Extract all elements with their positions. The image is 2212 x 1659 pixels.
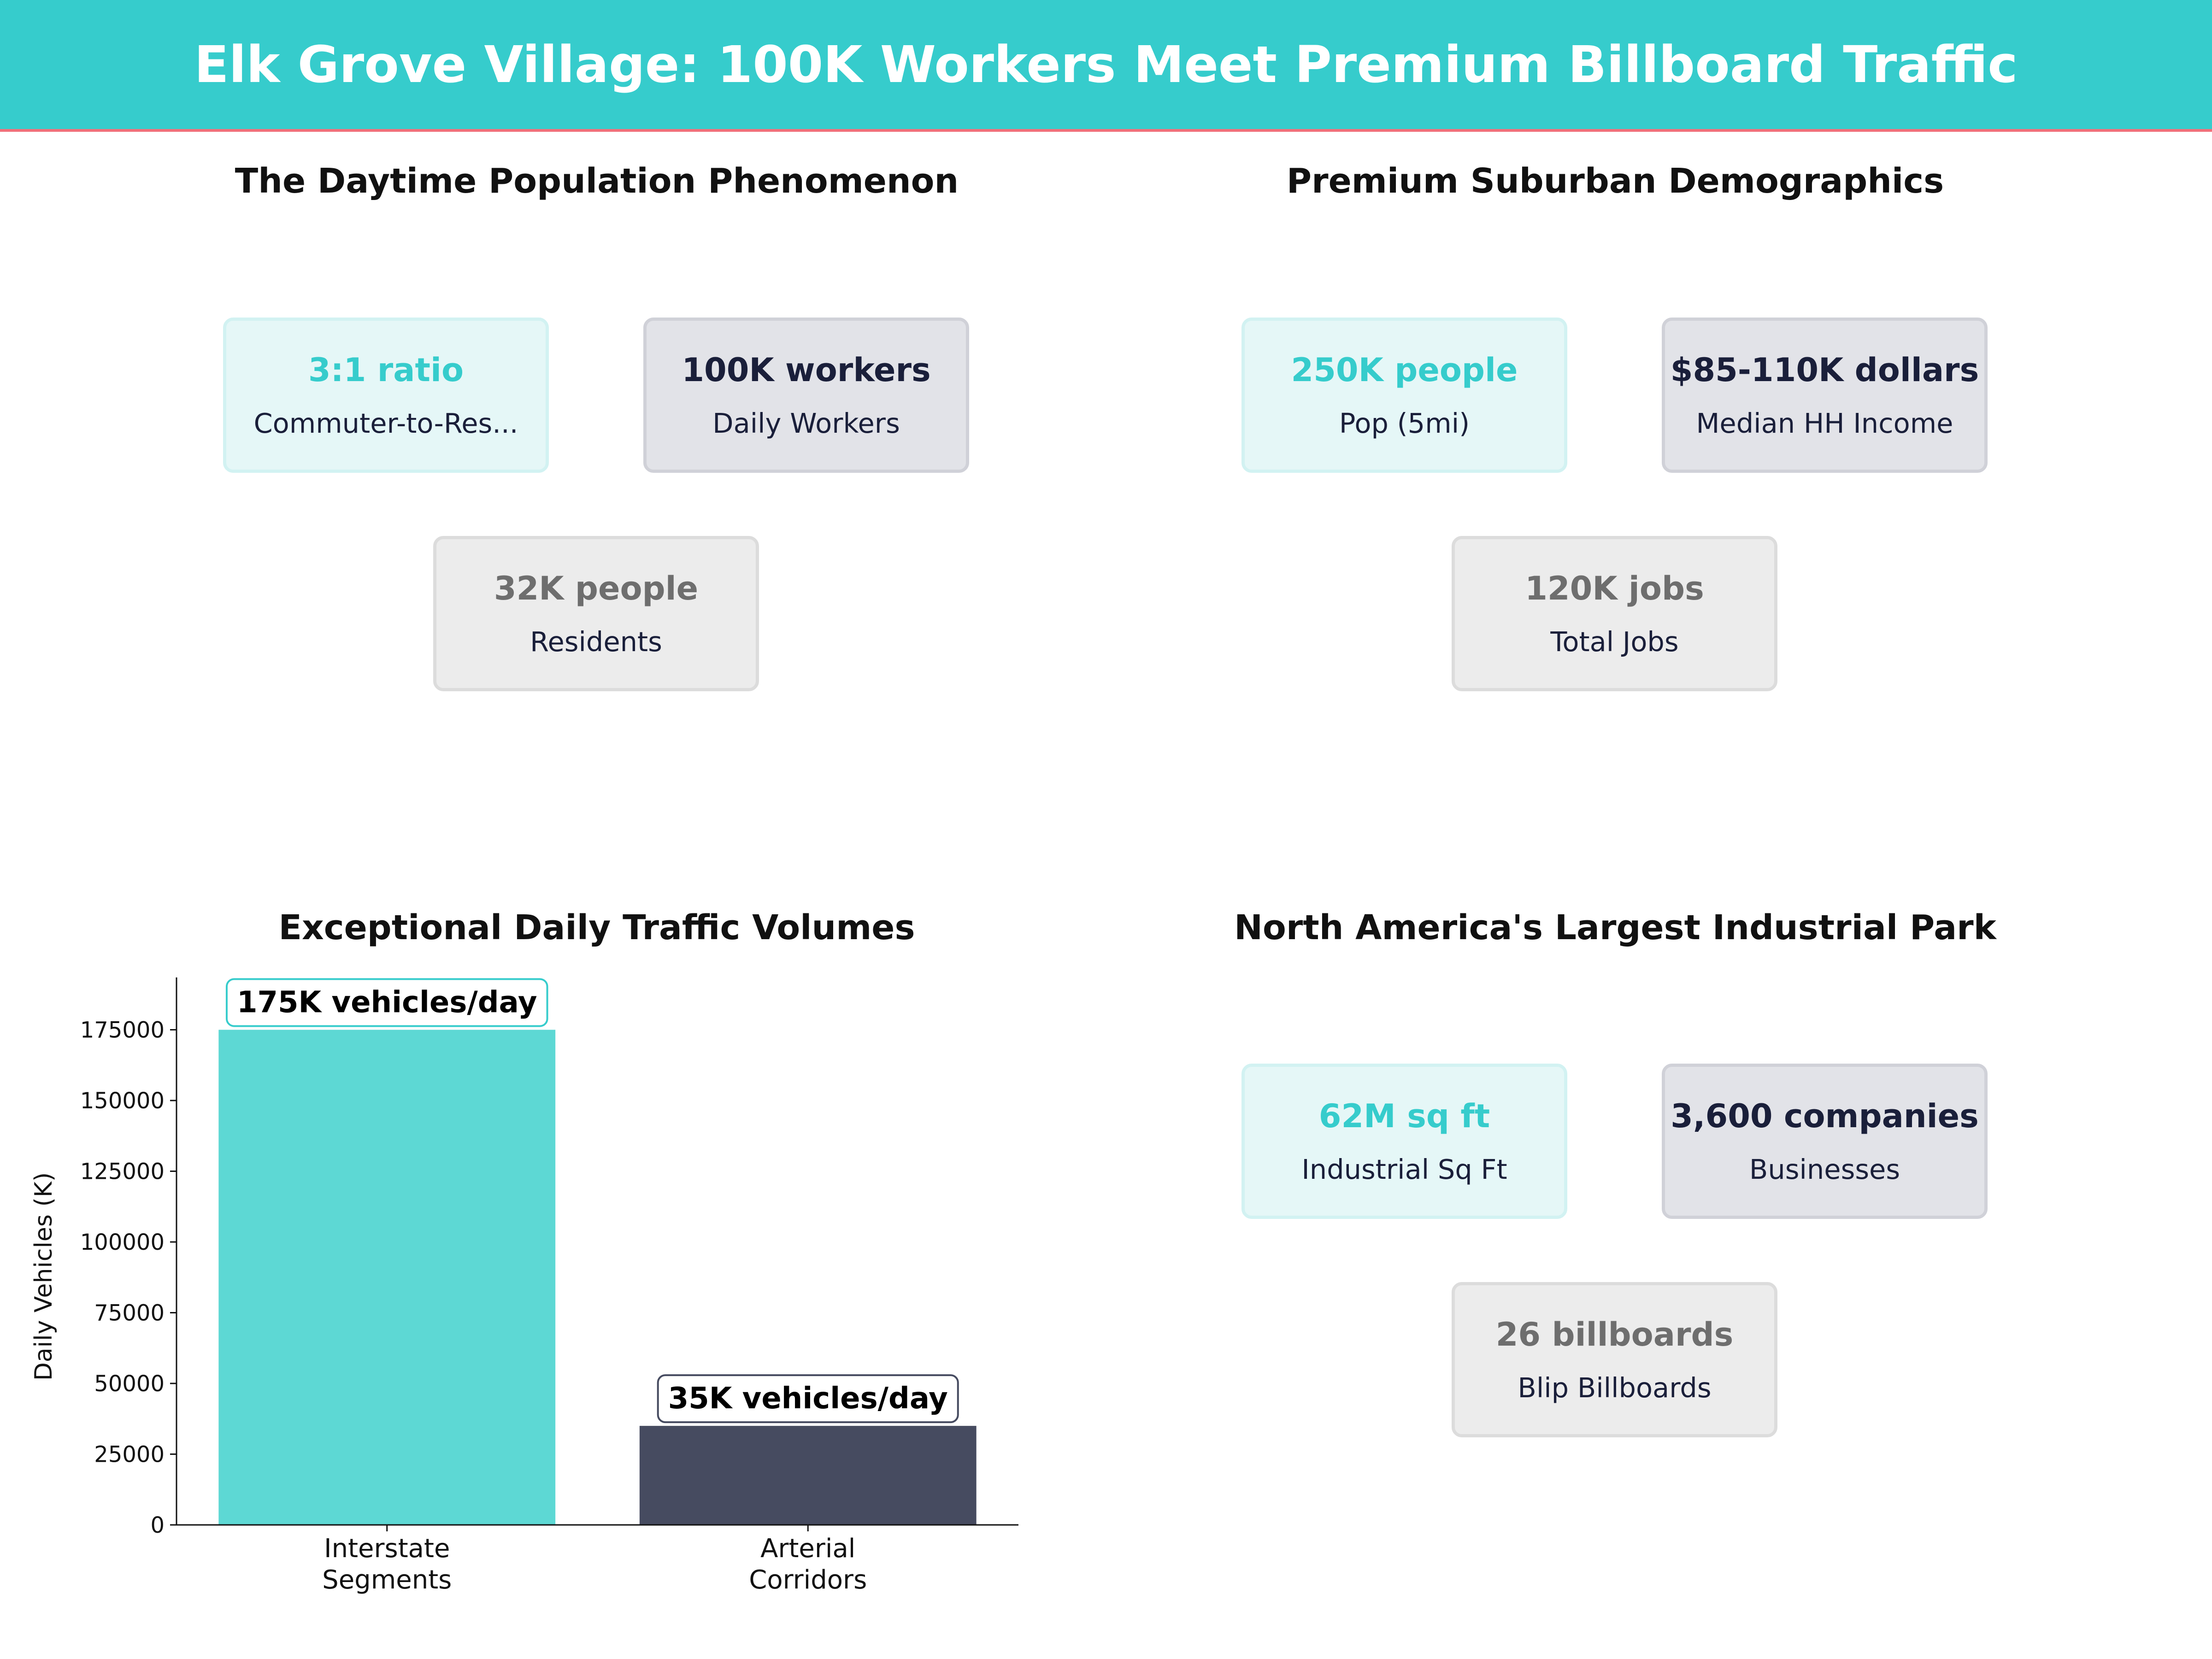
stat-value: 120K jobs — [1525, 570, 1704, 607]
stat-value: 62M sq ft — [1318, 1097, 1490, 1135]
stat-label: Residents — [530, 626, 662, 658]
stat-label: Industrial Sq Ft — [1301, 1153, 1507, 1185]
stat-card-income: $85-110K dollars Median HH Income — [1662, 318, 1988, 473]
stat-card-businesses: 3,600 companies Businesses — [1662, 1064, 1988, 1219]
data-label-box — [657, 1374, 959, 1424]
stat-value: 32K people — [494, 570, 699, 607]
stat-card-jobs: 120K jobs Total Jobs — [1452, 536, 1777, 691]
data-label: 175K vehicles/day — [237, 986, 537, 1020]
stat-card-sqft: 62M sq ft Industrial Sq Ft — [1241, 1064, 1567, 1219]
y-axis-label: Daily Vehicles (K) — [30, 1172, 58, 1381]
y-tick-label: 125000 — [80, 1159, 165, 1185]
bar-1 — [639, 1426, 977, 1525]
stat-value: 26 billboards — [1495, 1316, 1734, 1353]
y-tick-label: 0 — [150, 1512, 165, 1538]
panel-title-industrial: North America's Largest Industrial Park — [1234, 908, 1996, 947]
stat-card-workers: 100K workers Daily Workers — [643, 318, 969, 473]
data-label: 35K vehicles/day — [668, 1382, 948, 1416]
y-tick-label: 150000 — [80, 1088, 165, 1114]
bar-0 — [218, 1030, 556, 1525]
stat-value: 3:1 ratio — [308, 351, 464, 389]
y-tick-label: 100000 — [80, 1230, 165, 1255]
data-label-box — [225, 978, 548, 1027]
y-tick-label: 50000 — [94, 1371, 165, 1397]
panel-title-demographics: Premium Suburban Demographics — [1286, 161, 1944, 201]
x-tick-label: Segments — [322, 1565, 452, 1595]
y-tick-label: 25000 — [94, 1442, 165, 1468]
stat-label: Total Jobs — [1550, 626, 1679, 658]
stat-value: 100K workers — [682, 351, 931, 389]
stat-label: Blip Billboards — [1518, 1372, 1712, 1404]
stat-label: Median HH Income — [1696, 407, 1953, 439]
stat-card-ratio: 3:1 ratio Commuter-to-Res... — [223, 318, 549, 473]
stat-label: Commuter-to-Res... — [253, 407, 518, 439]
x-tick-label: Interstate — [324, 1534, 450, 1564]
stat-label: Pop (5mi) — [1339, 407, 1470, 439]
stat-label: Daily Workers — [712, 407, 900, 439]
stat-value: 250K people — [1291, 351, 1518, 389]
y-tick-label: 175000 — [80, 1018, 165, 1043]
stat-label: Businesses — [1749, 1153, 1900, 1185]
x-tick-label: Corridors — [749, 1565, 867, 1595]
stat-value: 3,600 companies — [1671, 1097, 1979, 1135]
page-title: Elk Grove Village: 100K Workers Meet Pre… — [194, 35, 2018, 94]
y-tick-label: 75000 — [94, 1300, 165, 1326]
stat-card-population: 250K people Pop (5mi) — [1241, 318, 1567, 473]
panel-title-traffic: Exceptional Daily Traffic Volumes — [278, 908, 915, 947]
panel-title-daytime: The Daytime Population Phenomenon — [235, 161, 959, 201]
stat-value: $85-110K dollars — [1670, 351, 1979, 389]
x-tick-label: Arterial — [760, 1534, 855, 1564]
stat-card-billboards: 26 billboards Blip Billboards — [1452, 1282, 1777, 1437]
stat-card-residents: 32K people Residents — [433, 536, 759, 691]
header-banner: Elk Grove Village: 100K Workers Meet Pre… — [0, 0, 2212, 132]
